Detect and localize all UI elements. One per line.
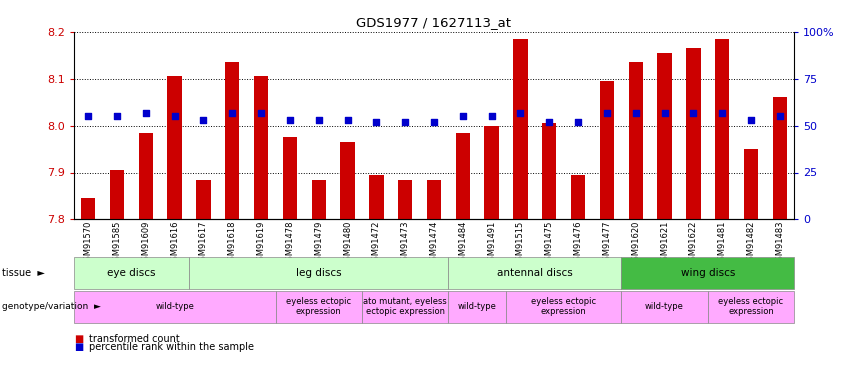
Bar bbox=[225, 62, 240, 219]
Text: eyeless ectopic
expression: eyeless ectopic expression bbox=[719, 297, 784, 316]
Bar bbox=[398, 180, 412, 219]
Bar bbox=[253, 76, 268, 219]
Point bbox=[427, 119, 441, 125]
Point bbox=[226, 110, 240, 116]
Text: eyeless ectopic
expression: eyeless ectopic expression bbox=[531, 297, 596, 316]
Bar bbox=[340, 142, 355, 219]
Bar bbox=[744, 149, 759, 219]
Text: wild-type: wild-type bbox=[457, 302, 496, 311]
Bar bbox=[542, 123, 556, 219]
Point bbox=[283, 117, 297, 123]
Point bbox=[398, 119, 412, 125]
Bar bbox=[571, 175, 585, 219]
Point bbox=[715, 110, 729, 116]
Point bbox=[168, 113, 181, 119]
Point bbox=[744, 117, 758, 123]
Text: ■: ■ bbox=[74, 334, 83, 344]
Text: transformed count: transformed count bbox=[89, 334, 181, 344]
Text: genotype/variation  ►: genotype/variation ► bbox=[2, 302, 101, 311]
Point bbox=[484, 113, 498, 119]
Point bbox=[456, 113, 470, 119]
Title: GDS1977 / 1627113_at: GDS1977 / 1627113_at bbox=[357, 16, 511, 29]
Bar bbox=[456, 133, 470, 219]
Point bbox=[542, 119, 556, 125]
Text: ■: ■ bbox=[74, 342, 83, 352]
Text: ato mutant, eyeless
ectopic expression: ato mutant, eyeless ectopic expression bbox=[364, 297, 447, 316]
Bar bbox=[657, 53, 672, 219]
Bar bbox=[628, 62, 643, 219]
Point bbox=[571, 119, 585, 125]
Bar bbox=[687, 48, 700, 219]
Text: wing discs: wing discs bbox=[681, 268, 735, 278]
Text: wild-type: wild-type bbox=[645, 302, 684, 311]
Text: percentile rank within the sample: percentile rank within the sample bbox=[89, 342, 254, 352]
Bar bbox=[283, 137, 297, 219]
Point bbox=[658, 110, 672, 116]
Point bbox=[196, 117, 210, 123]
Bar bbox=[513, 39, 528, 219]
Bar bbox=[484, 126, 499, 219]
Bar bbox=[196, 180, 211, 219]
Point bbox=[628, 110, 642, 116]
Point bbox=[82, 113, 95, 119]
Point bbox=[139, 110, 153, 116]
Bar bbox=[369, 175, 384, 219]
Point bbox=[687, 110, 700, 116]
Point bbox=[340, 117, 354, 123]
Bar bbox=[81, 198, 95, 219]
Text: eye discs: eye discs bbox=[107, 268, 155, 278]
Bar bbox=[773, 98, 787, 219]
Text: eyeless ectopic
expression: eyeless ectopic expression bbox=[286, 297, 352, 316]
Text: tissue  ►: tissue ► bbox=[2, 268, 44, 278]
Bar bbox=[600, 81, 615, 219]
Bar bbox=[715, 39, 729, 219]
Point bbox=[600, 110, 614, 116]
Text: wild-type: wild-type bbox=[155, 302, 194, 311]
Point bbox=[312, 117, 326, 123]
Bar bbox=[312, 180, 326, 219]
Point bbox=[370, 119, 384, 125]
Bar bbox=[139, 133, 153, 219]
Bar bbox=[109, 170, 124, 219]
Point bbox=[110, 113, 124, 119]
Bar bbox=[168, 76, 182, 219]
Point bbox=[254, 110, 268, 116]
Point bbox=[773, 113, 786, 119]
Point bbox=[514, 110, 528, 116]
Text: leg discs: leg discs bbox=[296, 268, 341, 278]
Bar bbox=[427, 180, 441, 219]
Text: antennal discs: antennal discs bbox=[497, 268, 573, 278]
